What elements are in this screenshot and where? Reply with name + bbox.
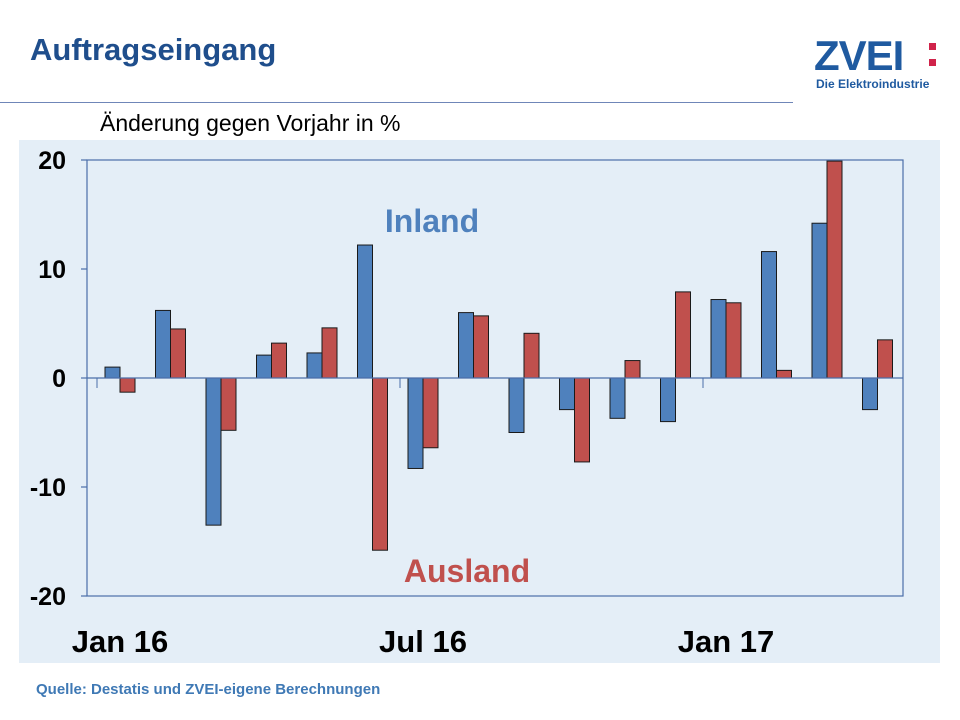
bar-ausland: [422, 377, 439, 449]
bar-ausland: [574, 377, 590, 463]
bar-ausland: [523, 332, 540, 379]
bar-inland: [508, 377, 525, 433]
y-axis-tick-label: 20: [38, 147, 66, 175]
bar-ausland: [372, 377, 388, 551]
bar-inland: [660, 377, 676, 423]
bar-inland: [761, 251, 777, 379]
y-axis-tick-label: 0: [52, 365, 66, 393]
bar-inland: [559, 377, 575, 411]
y-axis-tick-label: -10: [30, 474, 66, 502]
series-label-inland: Inland: [385, 203, 479, 239]
bar-ausland: [170, 328, 186, 379]
bar-ausland: [271, 342, 287, 379]
bar-ausland: [725, 302, 742, 379]
bar-inland: [407, 377, 424, 469]
bar-ausland: [321, 327, 338, 379]
bar-ausland: [826, 160, 843, 379]
zvei-logo: ZVEI Die Elektroindustrie: [812, 26, 947, 94]
zvei-logo-icon: ZVEI Die Elektroindustrie: [814, 32, 936, 91]
x-axis-tick-label: Jan 16: [72, 624, 169, 659]
bar-ausland: [119, 377, 136, 393]
bar-ausland: [473, 315, 489, 379]
bar-ausland: [675, 291, 691, 379]
bar-inland: [306, 352, 323, 379]
source-note: Quelle: Destatis und ZVEI-eigene Berechn…: [36, 681, 381, 698]
bar-inland: [256, 354, 272, 379]
y-axis-tick-label: -20: [30, 583, 66, 611]
svg-text:Die Elektroindustrie: Die Elektroindustrie: [816, 77, 930, 91]
svg-text:ZVEI: ZVEI: [814, 32, 903, 79]
bar-ausland: [776, 369, 792, 379]
bar-ausland: [877, 339, 893, 379]
series-label-ausland: Ausland: [404, 553, 530, 589]
bar-inland: [710, 299, 727, 379]
y-axis-tick-label: 10: [38, 256, 66, 284]
bar-inland: [155, 309, 171, 379]
chart-subtitle: Änderung gegen Vorjahr in %: [100, 110, 401, 136]
bar-inland: [609, 377, 626, 419]
bar-inland: [811, 222, 828, 379]
header-divider: [0, 102, 793, 103]
chart-background: [19, 140, 940, 663]
bar-inland: [205, 377, 222, 526]
x-axis-tick-label: Jan 17: [678, 624, 775, 659]
page-title: Auftragseingang: [30, 32, 277, 67]
bar-inland: [104, 366, 121, 379]
bar-inland: [862, 377, 878, 411]
bar-inland: [458, 312, 474, 379]
bar-ausland: [624, 360, 641, 379]
bar-ausland: [220, 377, 237, 431]
x-axis-tick-label: Jul 16: [379, 624, 467, 659]
bar-inland: [357, 244, 373, 379]
